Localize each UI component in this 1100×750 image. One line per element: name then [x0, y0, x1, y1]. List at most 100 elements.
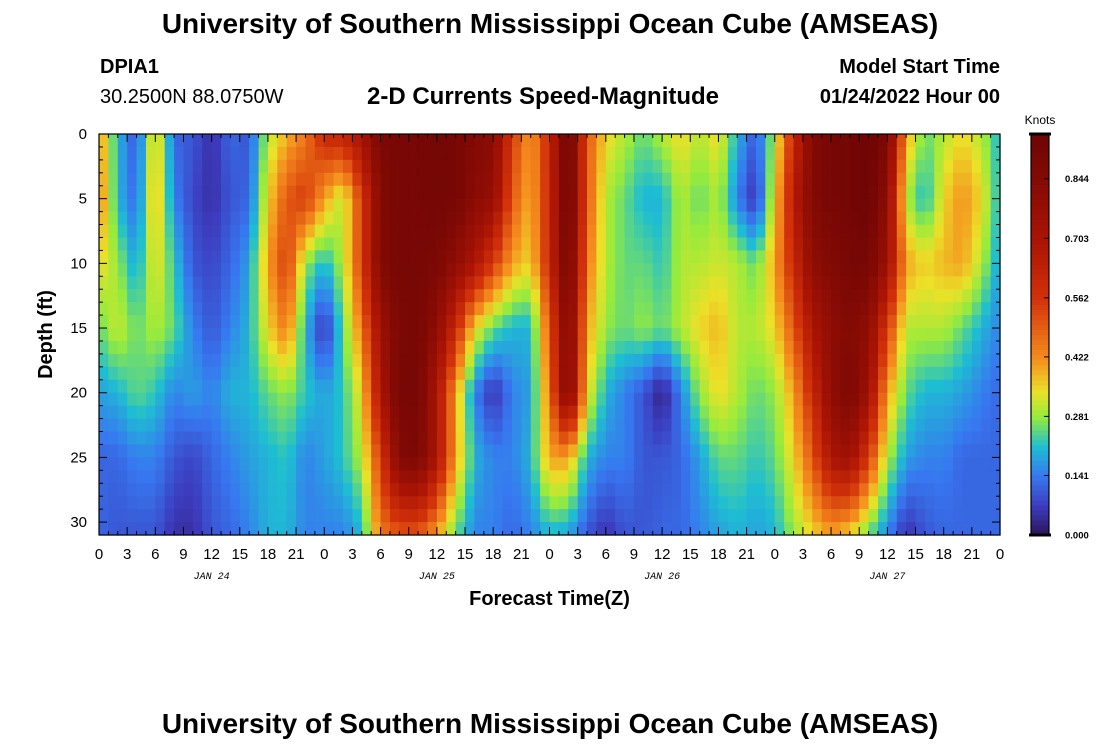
heatmap-cell: [164, 444, 175, 458]
heatmap-cell: [305, 470, 316, 484]
heatmap-cell: [633, 263, 644, 277]
heatmap-cell: [934, 134, 945, 148]
heatmap-cell: [746, 431, 757, 446]
heatmap-cell: [511, 522, 522, 536]
heatmap-cell: [399, 457, 410, 471]
heatmap-cell: [859, 224, 870, 239]
heatmap-cell: [380, 198, 391, 213]
heatmap-cell: [436, 134, 447, 148]
heatmap-cell: [361, 379, 372, 394]
heatmap-cell: [530, 198, 541, 213]
heatmap-cell: [258, 172, 269, 187]
heatmap-cell: [258, 431, 269, 446]
heatmap-cell: [896, 276, 907, 290]
heatmap-cell: [915, 134, 926, 148]
heatmap-cell: [530, 185, 541, 200]
heatmap-cell: [305, 134, 316, 148]
heatmap-cell: [887, 379, 898, 394]
heatmap-cell: [690, 302, 701, 316]
heatmap-cell: [493, 315, 504, 329]
heatmap-cell: [924, 340, 935, 355]
heatmap-cell: [981, 457, 992, 471]
heatmap-cell: [934, 172, 945, 187]
heatmap-cell: [971, 198, 982, 213]
heatmap-cell: [896, 250, 907, 264]
heatmap-cell: [802, 185, 813, 200]
x-tick-label: 9: [179, 546, 187, 563]
heatmap-cell: [436, 483, 447, 497]
heatmap-cell: [831, 328, 842, 342]
heatmap-cell: [371, 457, 382, 471]
heatmap-cell: [774, 444, 785, 458]
colorbar-segment: [1031, 259, 1049, 265]
heatmap-cell: [953, 496, 964, 510]
heatmap-cell: [540, 237, 551, 252]
heatmap-cell: [436, 146, 447, 161]
heatmap-cell: [709, 224, 720, 239]
heatmap-cell: [887, 353, 898, 368]
heatmap-cell: [455, 172, 466, 187]
heatmap-cell: [117, 159, 128, 174]
footer-title: University of Southern Mississippi Ocean…: [161, 708, 939, 739]
heatmap-cell: [718, 418, 729, 433]
heatmap-cell: [774, 172, 785, 187]
heatmap-cell: [258, 302, 269, 316]
heatmap-cell: [202, 237, 213, 252]
heatmap-cell: [389, 405, 400, 420]
heatmap-cell: [183, 418, 194, 433]
heatmap-cell: [155, 366, 166, 381]
heatmap-cell: [643, 276, 654, 290]
heatmap-cell: [812, 250, 823, 264]
heatmap-cell: [868, 431, 879, 446]
heatmap-cell: [709, 263, 720, 277]
heatmap-cell: [192, 444, 203, 458]
heatmap-cell: [859, 496, 870, 510]
heatmap-cell: [192, 405, 203, 420]
heatmap-cell: [418, 470, 429, 484]
heatmap-cell: [324, 366, 335, 381]
heatmap-cell: [455, 185, 466, 200]
heatmap-cell: [474, 340, 485, 355]
heatmap-cell: [793, 444, 804, 458]
heatmap-cell: [540, 159, 551, 174]
heatmap-cell: [558, 483, 569, 497]
heatmap-cell: [305, 237, 316, 252]
heatmap-cell: [108, 522, 119, 536]
heatmap-cell: [849, 172, 860, 187]
heatmap-cell: [230, 496, 241, 510]
heatmap-cell: [127, 185, 138, 200]
heatmap-cell: [192, 172, 203, 187]
heatmap-cell: [690, 315, 701, 329]
heatmap-cell: [136, 185, 147, 200]
heatmap-cell: [221, 366, 231, 381]
heatmap-cell: [371, 315, 382, 329]
heatmap-cell: [455, 444, 466, 458]
heatmap-cell: [530, 250, 541, 264]
heatmap-cell: [680, 172, 691, 187]
heatmap-cell: [99, 483, 109, 497]
heatmap-cell: [633, 496, 644, 510]
heatmap-cell: [568, 211, 579, 226]
heatmap-cell: [605, 509, 616, 523]
heatmap-cell: [915, 302, 926, 316]
heatmap-cell: [399, 444, 410, 458]
heatmap-cell: [221, 185, 231, 200]
heatmap-cell: [286, 340, 297, 355]
heatmap-cell: [493, 392, 504, 407]
heatmap-cell: [249, 224, 260, 239]
heatmap-cell: [183, 302, 194, 316]
heatmap-cell: [671, 496, 682, 510]
heatmap-cell: [774, 328, 785, 342]
heatmap-cell: [230, 211, 241, 226]
colorbar-segment: [1031, 294, 1049, 301]
heatmap-cell: [239, 302, 250, 316]
heatmap-cell: [324, 146, 335, 161]
heatmap-cell: [230, 405, 241, 420]
heatmap-cell: [971, 146, 982, 161]
heatmap-cell: [174, 509, 185, 523]
heatmap-cell: [427, 302, 438, 316]
heatmap-cell: [155, 379, 166, 394]
heatmap-cell: [230, 340, 241, 355]
heatmap-cell: [643, 405, 654, 420]
heatmap-cell: [859, 302, 870, 316]
